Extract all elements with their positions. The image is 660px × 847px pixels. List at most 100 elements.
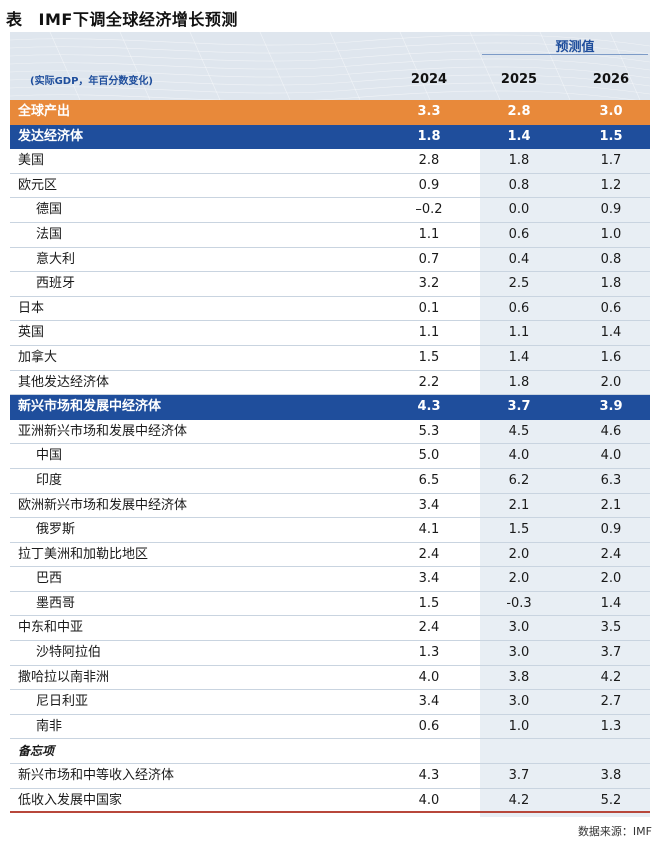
value-cell-2024: 0.1 xyxy=(418,300,440,316)
row-name: 法国 xyxy=(36,226,63,242)
value-cell-2024: 0.7 xyxy=(418,251,440,267)
value-cell-2025: 0.6 xyxy=(508,300,530,316)
table-row: 巴西 3.4 2.0 2.0 xyxy=(10,567,650,592)
value-cell-2024: 3.2 xyxy=(418,276,440,292)
table-row: 新兴市场和中等收入经济体 4.3 3.7 3.8 xyxy=(10,764,650,789)
value-cell-2026: 2.0 xyxy=(600,571,622,587)
year-header-2026: 2026 xyxy=(592,72,630,87)
table-row: 南非 0.6 1.0 1.3 xyxy=(10,715,650,740)
table-title: 表 IMF下调全球经济增长预测 xyxy=(6,6,238,30)
value-cell-2025: 4.2 xyxy=(508,792,530,808)
value-cell-2026: 2.1 xyxy=(600,497,622,513)
value-cell-2025: -0.3 xyxy=(506,595,532,611)
value-cell-2024: 4.0 xyxy=(418,792,440,808)
value-cell-2025: 1.8 xyxy=(508,153,530,169)
unit-label: (实际GDP，年百分数变化) xyxy=(30,76,153,87)
table-row: 印度 6.5 6.2 6.3 xyxy=(10,469,650,494)
row-name: 俄罗斯 xyxy=(36,522,76,538)
value-cell-2026: 3.9 xyxy=(599,399,623,415)
table-row: 撒哈拉以南非洲 4.0 3.8 4.2 xyxy=(10,666,650,691)
table-row: 新兴市场和发展中经济体 4.3 3.7 3.9 xyxy=(10,395,650,420)
value-cell-2026: 0.8 xyxy=(600,251,622,267)
table-row: 备忘项 xyxy=(10,739,650,765)
table-row: 墨西哥 1.5 -0.3 1.4 xyxy=(10,592,650,617)
value-cell-2024: 0.9 xyxy=(418,177,440,193)
table-row: 美国 2.8 1.8 1.7 xyxy=(10,149,650,174)
row-name: 撒哈拉以南非洲 xyxy=(18,669,110,685)
value-cell-2025: 1.4 xyxy=(508,349,530,365)
row-name: 印度 xyxy=(36,472,63,488)
value-cell-2025: 3.0 xyxy=(508,645,530,661)
value-cell-2026: 1.0 xyxy=(600,226,622,242)
row-name: 南非 xyxy=(36,718,63,734)
value-cell-2026: 3.0 xyxy=(599,104,623,119)
year-header-2024: 2024 xyxy=(410,72,448,87)
value-cell-2025: 2.5 xyxy=(508,276,530,292)
row-name: 墨西哥 xyxy=(36,595,76,611)
forecast-table: 预测值 (实际GDP，年百分数变化) 2024 2025 2026 全球产出 3.… xyxy=(10,32,650,817)
value-cell-2024: 6.5 xyxy=(418,472,440,488)
value-cell-2026: 1.4 xyxy=(600,325,622,341)
header-wave-decoration xyxy=(10,32,650,100)
value-cell-2024: 1.5 xyxy=(418,349,440,365)
table-row: 日本 0.1 0.6 0.6 xyxy=(10,297,650,322)
row-name: 中东和中亚 xyxy=(18,620,84,636)
value-cell-2024: 3.4 xyxy=(418,497,440,513)
row-name: 亚洲新兴市场和发展中经济体 xyxy=(18,423,188,439)
value-cell-2026: 0.9 xyxy=(600,202,622,218)
value-cell-2026: 1.2 xyxy=(600,177,622,193)
table-row: 发达经济体 1.8 1.4 1.5 xyxy=(10,124,650,150)
value-cell-2025: 2.0 xyxy=(508,571,530,587)
value-cell-2026: 4.0 xyxy=(600,448,622,464)
row-name: 拉丁美洲和加勒比地区 xyxy=(18,546,149,562)
row-name: 全球产出 xyxy=(18,104,71,119)
value-cell-2026: 3.7 xyxy=(600,645,622,661)
value-cell-2026: 3.5 xyxy=(600,620,622,636)
value-cell-2026: 1.5 xyxy=(599,128,623,144)
table-row: 中国 5.0 4.0 4.0 xyxy=(10,444,650,469)
value-cell-2025: 0.8 xyxy=(508,177,530,193)
value-cell-2025: 6.2 xyxy=(508,472,530,488)
value-cell-2025: 3.7 xyxy=(508,768,530,784)
value-cell-2026: 2.7 xyxy=(600,694,622,710)
table-row: 欧元区 0.9 0.8 1.2 xyxy=(10,174,650,199)
value-cell-2025: 2.0 xyxy=(508,546,530,562)
value-cell-2026: 1.4 xyxy=(600,595,622,611)
table-row: 其他发达经济体 2.2 1.8 2.0 xyxy=(10,371,650,396)
value-cell-2026: 5.2 xyxy=(600,792,622,808)
value-cell-2024: 2.4 xyxy=(418,546,440,562)
value-cell-2024: –0.2 xyxy=(415,202,443,218)
forecast-label: 预测值 xyxy=(555,40,595,55)
value-cell-2025: 0.6 xyxy=(508,226,530,242)
table-row: 中东和中亚 2.4 3.0 3.5 xyxy=(10,616,650,642)
value-cell-2024: 5.0 xyxy=(418,448,440,464)
table-row: 德国 –0.2 0.0 0.9 xyxy=(10,198,650,223)
value-cell-2024: 3.4 xyxy=(418,694,440,710)
table-header: 预测值 (实际GDP，年百分数变化) 2024 2025 2026 xyxy=(10,32,650,100)
row-name: 低收入发展中国家 xyxy=(18,792,123,808)
value-cell-2026: 1.3 xyxy=(600,718,622,734)
value-cell-2025: 2.8 xyxy=(507,104,531,119)
value-cell-2024: 1.1 xyxy=(418,226,440,242)
row-name: 欧洲新兴市场和发展中经济体 xyxy=(18,497,188,513)
value-cell-2026: 4.2 xyxy=(600,669,622,685)
table-row: 英国 1.1 1.1 1.4 xyxy=(10,321,650,346)
value-cell-2024: 4.1 xyxy=(418,522,440,538)
table-row: 拉丁美洲和加勒比地区 2.4 2.0 2.4 xyxy=(10,543,650,568)
value-cell-2026: 1.7 xyxy=(600,153,622,169)
value-cell-2025: 1.5 xyxy=(508,522,530,538)
value-cell-2025: 3.8 xyxy=(508,669,530,685)
table-row: 亚洲新兴市场和发展中经济体 5.3 4.5 4.6 xyxy=(10,420,650,445)
value-cell-2026: 1.8 xyxy=(600,276,622,292)
row-name: 西班牙 xyxy=(36,276,76,292)
value-cell-2026: 6.3 xyxy=(600,472,622,488)
row-name: 新兴市场和中等收入经济体 xyxy=(18,768,175,784)
value-cell-2024: 4.3 xyxy=(418,768,440,784)
value-cell-2026: 2.0 xyxy=(600,374,622,390)
row-name: 尼日利亚 xyxy=(36,694,89,710)
value-cell-2024: 4.0 xyxy=(418,669,440,685)
forecast-divider xyxy=(482,54,648,55)
value-cell-2025: 1.0 xyxy=(508,718,530,734)
value-cell-2024: 2.2 xyxy=(418,374,440,390)
source-note: 数据来源：IMF xyxy=(577,825,652,838)
